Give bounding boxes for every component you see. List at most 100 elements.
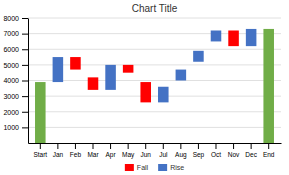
y-tick: 4000 — [3, 77, 28, 84]
x-tick-label: Apr — [106, 151, 117, 159]
x-tick-mark — [215, 143, 216, 149]
x-tick-label: Start — [33, 151, 47, 158]
x-tick: Jun — [140, 143, 151, 158]
y-tick-mark — [22, 18, 28, 19]
y-tick: 7000 — [3, 30, 28, 37]
y-tick-mark — [22, 34, 28, 35]
grid-line — [28, 33, 281, 34]
legend-swatch — [158, 164, 167, 171]
legend-label: Fall — [137, 164, 149, 171]
x-tick-mark — [268, 143, 269, 149]
grid — [28, 18, 281, 127]
y-tick-mark — [22, 81, 28, 82]
legend-item: Fall — [125, 164, 149, 171]
y-tick-label: 1000 — [3, 124, 19, 131]
x-tick-mark — [251, 143, 252, 149]
x-tick: Feb — [70, 143, 82, 158]
x-tick: May — [122, 143, 135, 159]
x-tick: Start — [33, 143, 47, 158]
x-tick-mark — [40, 143, 41, 149]
y-tick: 8000 — [3, 15, 28, 22]
y-tick: 5000 — [3, 62, 28, 69]
x-tick-label: End — [263, 151, 275, 158]
x-tick-label: Aug — [175, 151, 187, 159]
legend-swatch — [125, 164, 134, 171]
bar — [140, 82, 151, 102]
grid-line — [28, 111, 281, 112]
x-tick: Dec — [245, 143, 257, 158]
bar — [193, 51, 204, 62]
title: Chart Title — [132, 3, 178, 14]
x-tick: Jul — [159, 143, 168, 158]
plot: 1000 2000 3000 4000 5000 6000 7000 8000 Start Jan… — [3, 15, 281, 159]
x-tick: Oct — [211, 143, 221, 158]
x-tick: Nov — [228, 143, 240, 158]
y-tick-mark — [22, 112, 28, 113]
x-tick-label: Jan — [53, 151, 64, 158]
bar — [158, 87, 169, 103]
x-tick-label: Jul — [159, 151, 168, 158]
y-tick-label: 3000 — [3, 93, 19, 100]
x-axis-line — [29, 143, 282, 144]
grid-line — [28, 80, 281, 81]
bar — [123, 65, 134, 73]
legend-label: Rise — [170, 164, 184, 171]
y-tick-mark — [22, 96, 28, 97]
chart: 1000 2000 3000 4000 5000 6000 7000 8000 Start Jan… — [0, 0, 289, 175]
x-tick-mark — [57, 143, 58, 149]
x-tick: Sep — [193, 143, 205, 159]
y-tick-label: 2000 — [3, 108, 19, 115]
x-tick-label: Dec — [245, 151, 257, 158]
bars — [35, 29, 274, 143]
grid-line — [28, 96, 281, 97]
x-tick-label: Jun — [140, 151, 151, 158]
y-tick-mark — [22, 127, 28, 128]
x-tick-mark — [110, 143, 111, 149]
x-tick-label: Oct — [211, 151, 221, 158]
y-tick-label: 5000 — [3, 62, 19, 69]
y-tick: 3000 — [3, 93, 28, 100]
y-tick-label: 7000 — [3, 30, 19, 37]
x-tick-label: Nov — [228, 151, 240, 158]
x-tick-label: Mar — [87, 151, 99, 158]
y-tick-mark — [22, 65, 28, 66]
x-tick: Apr — [106, 143, 117, 159]
y-tick-label: 4000 — [3, 77, 19, 84]
x-tick: Jan — [53, 143, 64, 158]
x-tick-mark — [145, 143, 146, 149]
grid-line — [28, 49, 281, 50]
y-axis: 1000 2000 3000 4000 5000 6000 7000 8000 — [3, 15, 28, 144]
x-tick-mark — [163, 143, 164, 149]
x-tick-mark — [75, 143, 76, 149]
x-tick-label: May — [122, 151, 135, 159]
y-tick: 2000 — [3, 108, 28, 115]
x-tick-mark — [233, 143, 234, 149]
x-tick: Mar — [87, 143, 99, 158]
bar — [53, 57, 64, 82]
bar — [105, 65, 116, 90]
legend: Fall Rise — [125, 164, 184, 171]
x-tick-mark — [93, 143, 94, 149]
y-tick: 1000 — [3, 124, 28, 131]
x-axis: Start Jan Feb Mar Apr May Jun Jul Aug Sep Oct Nov De… — [29, 143, 282, 159]
x-tick-label: Feb — [70, 151, 82, 158]
grid-line — [28, 64, 281, 65]
bar — [263, 29, 274, 143]
bar — [176, 70, 187, 81]
x-tick-label: Sep — [193, 151, 205, 159]
y-tick-label: 8000 — [3, 15, 19, 22]
bar — [211, 31, 222, 42]
y-tick: 6000 — [3, 46, 28, 53]
bar — [246, 29, 257, 46]
grid-line — [28, 127, 281, 128]
x-tick-mark — [180, 143, 181, 149]
bar — [70, 57, 81, 70]
y-tick-mark — [22, 49, 28, 50]
x-tick: Aug — [175, 143, 187, 159]
x-tick-mark — [198, 143, 199, 149]
legend-item: Rise — [158, 164, 184, 171]
bar — [88, 77, 99, 90]
y-axis-line — [28, 19, 29, 144]
bar — [35, 82, 46, 143]
bar — [228, 31, 239, 47]
